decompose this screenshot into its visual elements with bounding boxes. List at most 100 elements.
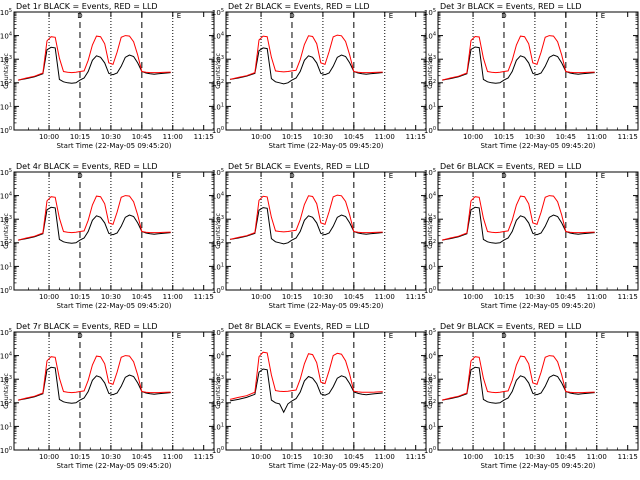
x-tick-label: 10:45 xyxy=(132,453,152,461)
panel-6: Det 6r BLACK = Events, RED = LLD 100 101 10… xyxy=(424,162,639,310)
panel-title: Det 6r BLACK = Events, RED = LLD xyxy=(440,162,582,171)
y-tick-label: 100 xyxy=(0,126,12,135)
panel-title: Det 5r BLACK = Events, RED = LLD xyxy=(228,162,370,171)
series-lld-line xyxy=(441,195,595,241)
y-tick-label: 105 xyxy=(212,328,224,337)
x-tick-label: 10:45 xyxy=(132,133,152,141)
x-tick-label: 10:00 xyxy=(463,293,483,301)
y-tick-label: 101 xyxy=(212,262,224,271)
x-tick-label: 10:15 xyxy=(70,453,90,461)
y-tick-label: 100 xyxy=(424,286,436,295)
panel-1: Det 1r BLACK = Events, RED = LLD 100 101 10… xyxy=(0,2,215,150)
x-tick-label: 10:15 xyxy=(282,293,302,301)
y-tick-label: 100 xyxy=(424,126,436,135)
y-tick-label: 105 xyxy=(212,8,224,17)
top-marker: D xyxy=(77,12,82,20)
x-tick-label: 11:15 xyxy=(194,133,214,141)
x-tick-label: 10:00 xyxy=(251,293,271,301)
panel-title: Det 3r BLACK = Events, RED = LLD xyxy=(440,2,582,11)
y-tick-label: 103 xyxy=(424,55,436,64)
top-marker: E xyxy=(389,12,393,20)
x-axis-label: Start Time (22-May-05 09:45:20) xyxy=(268,142,383,150)
y-tick-label: 102 xyxy=(0,239,12,248)
panel-title: Det 9r BLACK = Events, RED = LLD xyxy=(440,322,582,331)
x-tick-label: 11:15 xyxy=(406,133,426,141)
plot-frame xyxy=(437,331,639,451)
x-tick-label: 10:00 xyxy=(39,133,59,141)
x-tick-label: 11:15 xyxy=(194,293,214,301)
x-tick-label: 10:00 xyxy=(251,453,271,461)
plot-frame xyxy=(13,331,215,451)
y-tick-label: 105 xyxy=(0,168,12,177)
y-tick-label: 104 xyxy=(0,352,12,361)
y-tick-label: 101 xyxy=(0,262,12,271)
plot-frame xyxy=(13,171,215,291)
x-tick-label: 11:00 xyxy=(375,453,395,461)
plot-frame xyxy=(225,171,427,291)
series-events-line xyxy=(18,206,171,244)
y-tick-label: 103 xyxy=(212,215,224,224)
x-tick-label: 10:00 xyxy=(463,133,483,141)
x-tick-label: 10:45 xyxy=(556,293,576,301)
y-tick-label: 105 xyxy=(424,328,436,337)
y-tick-label: 103 xyxy=(0,215,12,224)
y-tick-label: 101 xyxy=(424,262,436,271)
x-tick-label: 10:00 xyxy=(39,293,59,301)
series-lld-line xyxy=(441,355,595,401)
top-marker: D xyxy=(289,12,294,20)
x-tick-label: 10:15 xyxy=(494,453,514,461)
y-tick-label: 103 xyxy=(212,375,224,384)
x-tick-label: 11:15 xyxy=(406,453,426,461)
top-marker: D xyxy=(289,332,294,340)
series-events-line xyxy=(442,46,595,84)
top-marker: E xyxy=(601,332,605,340)
series-events-line xyxy=(230,368,383,414)
top-marker: E xyxy=(389,332,393,340)
x-axis-label: Start Time (22-May-05 09:45:20) xyxy=(56,142,171,150)
y-axis-label: Counts/sec xyxy=(426,373,434,409)
x-tick-label: 11:15 xyxy=(618,293,638,301)
x-tick-label: 10:00 xyxy=(251,133,271,141)
plot-frame xyxy=(225,331,427,451)
y-tick-label: 105 xyxy=(0,8,12,17)
plot-frame xyxy=(437,171,639,291)
top-marker: E xyxy=(177,332,181,340)
x-tick-label: 10:30 xyxy=(525,133,545,141)
panel-4: Det 4r BLACK = Events, RED = LLD 100 101 10… xyxy=(0,162,215,310)
x-tick-label: 10:30 xyxy=(525,293,545,301)
y-axis-label: Counts/sec xyxy=(214,53,222,89)
x-tick-label: 10:30 xyxy=(101,453,121,461)
x-tick-label: 10:45 xyxy=(132,293,152,301)
x-axis-label: Start Time (22-May-05 09:45:20) xyxy=(480,462,595,470)
top-marker: D xyxy=(77,172,82,180)
x-tick-label: 10:15 xyxy=(494,293,514,301)
series-lld-line xyxy=(17,35,171,81)
series-events-line xyxy=(442,206,595,244)
top-marker: E xyxy=(177,172,181,180)
panel-title: Det 4r BLACK = Events, RED = LLD xyxy=(16,162,158,171)
y-tick-label: 103 xyxy=(212,55,224,64)
y-axis-label: Counts/sec xyxy=(426,53,434,89)
top-marker: D xyxy=(501,12,506,20)
top-marker: E xyxy=(389,172,393,180)
y-axis-label: Counts/sec xyxy=(2,53,10,89)
x-tick-label: 10:15 xyxy=(70,133,90,141)
y-tick-label: 102 xyxy=(424,239,436,248)
top-marker: E xyxy=(601,172,605,180)
x-tick-label: 10:45 xyxy=(344,133,364,141)
y-tick-label: 101 xyxy=(0,422,12,431)
y-tick-label: 103 xyxy=(0,375,12,384)
y-tick-label: 100 xyxy=(424,446,436,455)
y-tick-label: 105 xyxy=(424,168,436,177)
panel-7: Det 7r BLACK = Events, RED = LLD 100 101 10… xyxy=(0,322,215,470)
x-tick-label: 10:15 xyxy=(70,293,90,301)
y-tick-label: 105 xyxy=(424,8,436,17)
x-tick-label: 10:30 xyxy=(101,133,121,141)
x-tick-label: 10:00 xyxy=(463,453,483,461)
series-events-line xyxy=(230,207,383,245)
panel-3: Det 3r BLACK = Events, RED = LLD 100 101 10… xyxy=(424,2,639,150)
y-tick-label: 104 xyxy=(212,352,224,361)
y-axis-label: Counts/sec xyxy=(214,373,222,409)
x-tick-label: 10:45 xyxy=(556,453,576,461)
series-events-line xyxy=(442,366,595,404)
